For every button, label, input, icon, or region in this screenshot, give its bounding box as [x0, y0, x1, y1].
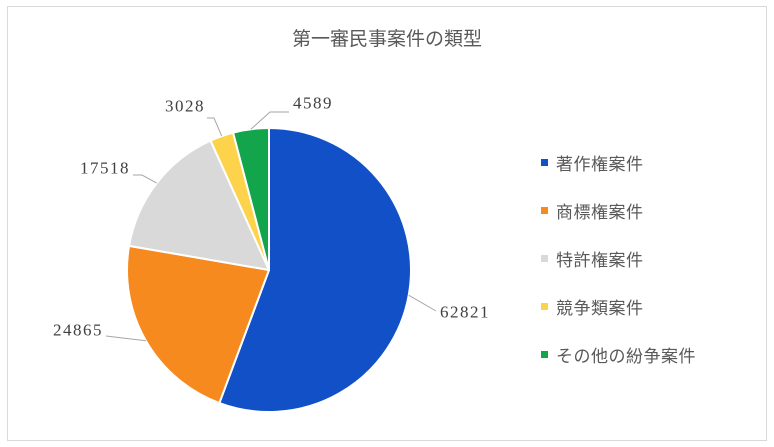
leader-line-other-dispute [250, 111, 289, 130]
legend-label: 商標権案件 [556, 202, 644, 222]
leader-line-patent [133, 174, 157, 184]
legend-swatch [541, 302, 548, 310]
legend-label: 特許権案件 [556, 250, 644, 270]
data-labels: 62821 24865 17518 3028 4589 [53, 94, 490, 340]
legend-label: 競争類案件 [556, 298, 644, 318]
chart-title: 第一審民事案件の類型 [291, 29, 482, 50]
data-label-trademark: 24865 [53, 321, 103, 340]
data-label-patent: 17518 [80, 159, 130, 178]
leader-line-trademark [105, 335, 146, 342]
legend-swatch [541, 254, 548, 262]
leader-line-copyright [408, 294, 437, 312]
leader-line-competition [207, 117, 223, 137]
pie-slices [126, 127, 412, 413]
legend: 著作権案件 商標権案件 特許権案件 競争類案件 その他の紛争案件 [541, 150, 696, 366]
legend-label: その他の紛争案件 [556, 346, 696, 366]
legend-item-competition: 競争類案件 [541, 294, 696, 318]
legend-item-copyright: 著作権案件 [541, 150, 696, 174]
leader-lines [105, 111, 437, 342]
legend-swatch [541, 350, 548, 358]
legend-swatch [541, 158, 548, 166]
data-label-competition: 3028 [165, 97, 205, 116]
data-label-copyright: 62821 [440, 303, 490, 322]
data-label-other-dispute: 4589 [293, 94, 333, 113]
legend-item-other-dispute: その他の紛争案件 [541, 342, 696, 366]
pie-slice-patent [128, 139, 270, 271]
legend-label: 著作権案件 [556, 154, 644, 174]
legend-item-patent: 特許権案件 [541, 246, 696, 270]
legend-item-trademark: 商標権案件 [541, 198, 696, 222]
legend-swatch [541, 206, 548, 214]
pie-slice-copyright [218, 127, 412, 413]
